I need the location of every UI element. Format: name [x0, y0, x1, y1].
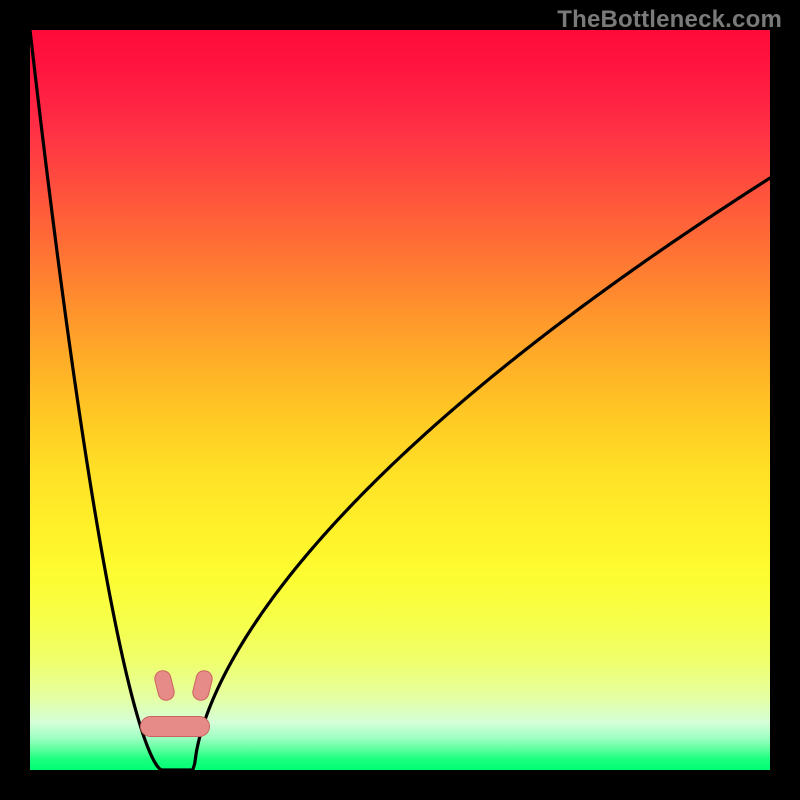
- trough-marker-2: [140, 716, 210, 737]
- trough-marker-1: [191, 669, 215, 703]
- marker-layer: [0, 0, 800, 800]
- watermark-text: TheBottleneck.com: [557, 6, 782, 34]
- trough-marker-0: [153, 669, 177, 703]
